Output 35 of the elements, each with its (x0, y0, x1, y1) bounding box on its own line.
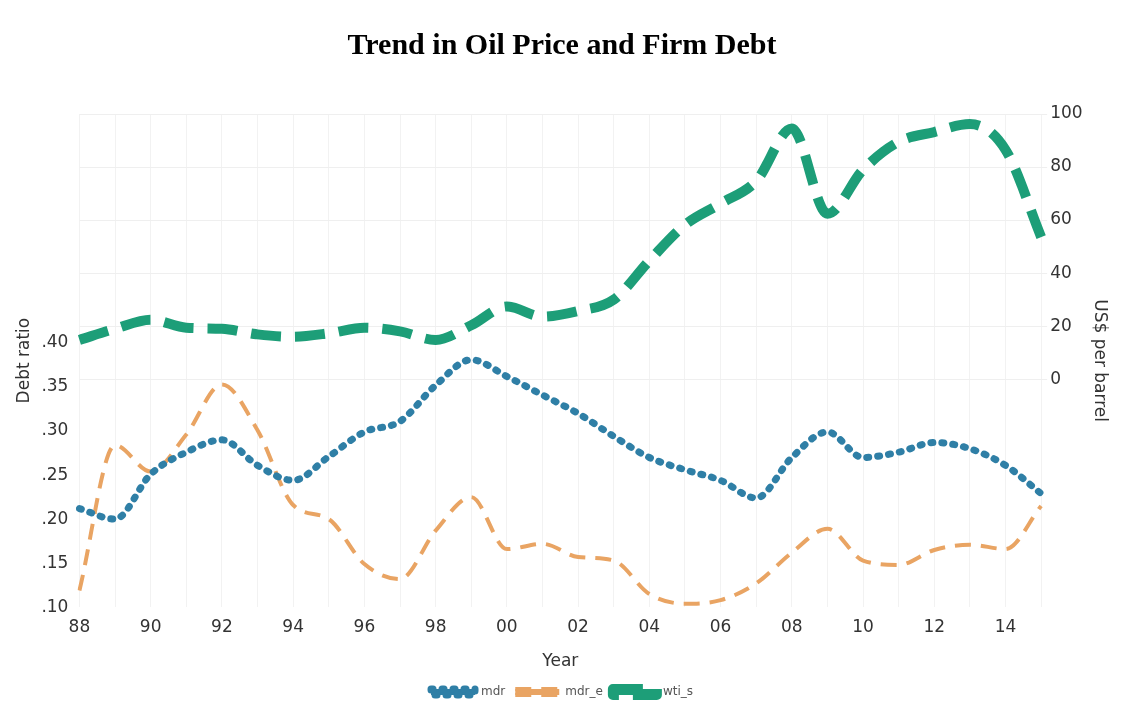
x-tick-label: 10 (852, 615, 874, 636)
y-tick-label: .30 (41, 419, 69, 440)
x-tick-label: 90 (139, 615, 162, 636)
y2-tick-label: 80 (1050, 155, 1072, 176)
legend-label: mdr (481, 684, 506, 699)
x-tick-label: 96 (353, 615, 376, 636)
x-tick-label: 00 (496, 615, 518, 636)
y-tick-label: .40 (41, 331, 69, 352)
y2-tick-label: 20 (1050, 314, 1072, 335)
y2-axis-title: US$ per barrel (1091, 299, 1112, 422)
legend-label: wti_s (662, 684, 693, 699)
y-tick-label: .15 (41, 551, 69, 572)
x-tick-label: 12 (923, 615, 946, 636)
y2-tick-label: 40 (1050, 261, 1072, 282)
x-tick-label: 08 (781, 615, 803, 636)
x-tick-label: 14 (994, 615, 1017, 636)
x-tick-label: 88 (68, 615, 91, 636)
x-tick-label: 02 (567, 615, 589, 636)
y-axis-title: Debt ratio (12, 317, 33, 404)
y2-tick-label: 100 (1050, 102, 1083, 123)
y-tick-label: .10 (41, 595, 69, 616)
y-tick-label: .25 (41, 463, 69, 484)
x-tick-label: 92 (211, 615, 233, 636)
x-tick-label: 94 (282, 615, 304, 636)
y2-tick-label: 0 (1050, 367, 1061, 388)
legend-label: mdr_e (565, 684, 603, 699)
y-tick-label: .35 (41, 375, 69, 396)
chart-title: Trend in Oil Price and Firm Debt (347, 26, 777, 60)
x-tick-label: 04 (638, 615, 661, 636)
line-series (77, 382, 1044, 606)
x-axis-title: Year (541, 650, 579, 671)
y-tick-label: .20 (41, 507, 69, 528)
y2-tick-label: 60 (1050, 208, 1072, 229)
x-tick-label: 06 (709, 615, 732, 636)
x-tick-label: 98 (424, 615, 447, 636)
